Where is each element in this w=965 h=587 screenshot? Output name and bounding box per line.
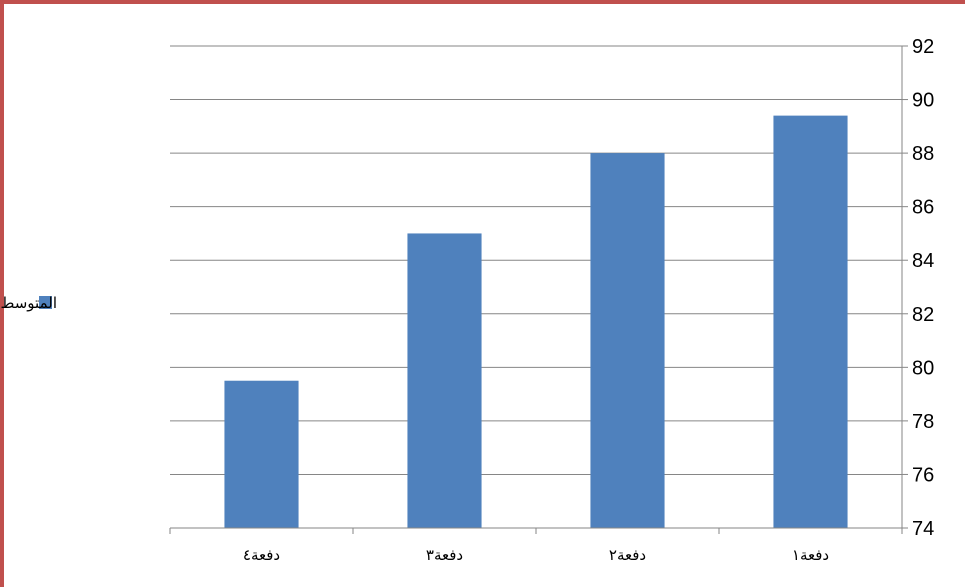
bar-3 [590, 153, 665, 528]
y-tick-label: 74 [912, 518, 934, 540]
x-category-label: دفعة٤ [243, 546, 280, 564]
y-tick-label: 80 [912, 357, 934, 379]
bar-2 [407, 233, 482, 528]
legend-swatch [39, 296, 52, 309]
y-tick-label: 82 [912, 304, 934, 326]
x-category-label: دفعة١ [792, 546, 829, 564]
y-tick-labels: 74 76 78 80 82 84 86 88 90 92 [912, 36, 934, 540]
y-tick-label: 90 [912, 90, 934, 112]
bar-4 [773, 115, 848, 528]
x-category-label: دفعة٣ [426, 546, 463, 564]
legend-label: المتوسط [1, 294, 58, 312]
y-tick-label: 88 [912, 143, 934, 165]
bars [224, 115, 848, 528]
x-category-label: دفعة٢ [609, 546, 646, 564]
y-tick-label: 78 [912, 411, 934, 433]
y-tick-label: 92 [912, 36, 934, 58]
y-tick-label: 84 [912, 250, 934, 272]
bar-1 [224, 380, 299, 528]
x-category-labels: دفعة٤ دفعة٣ دفعة٢ دفعة١ [243, 546, 829, 564]
y-tick-label: 86 [912, 197, 934, 219]
axes [169, 45, 908, 534]
y-tick-label: 76 [912, 464, 934, 486]
legend: المتوسط [1, 294, 58, 312]
